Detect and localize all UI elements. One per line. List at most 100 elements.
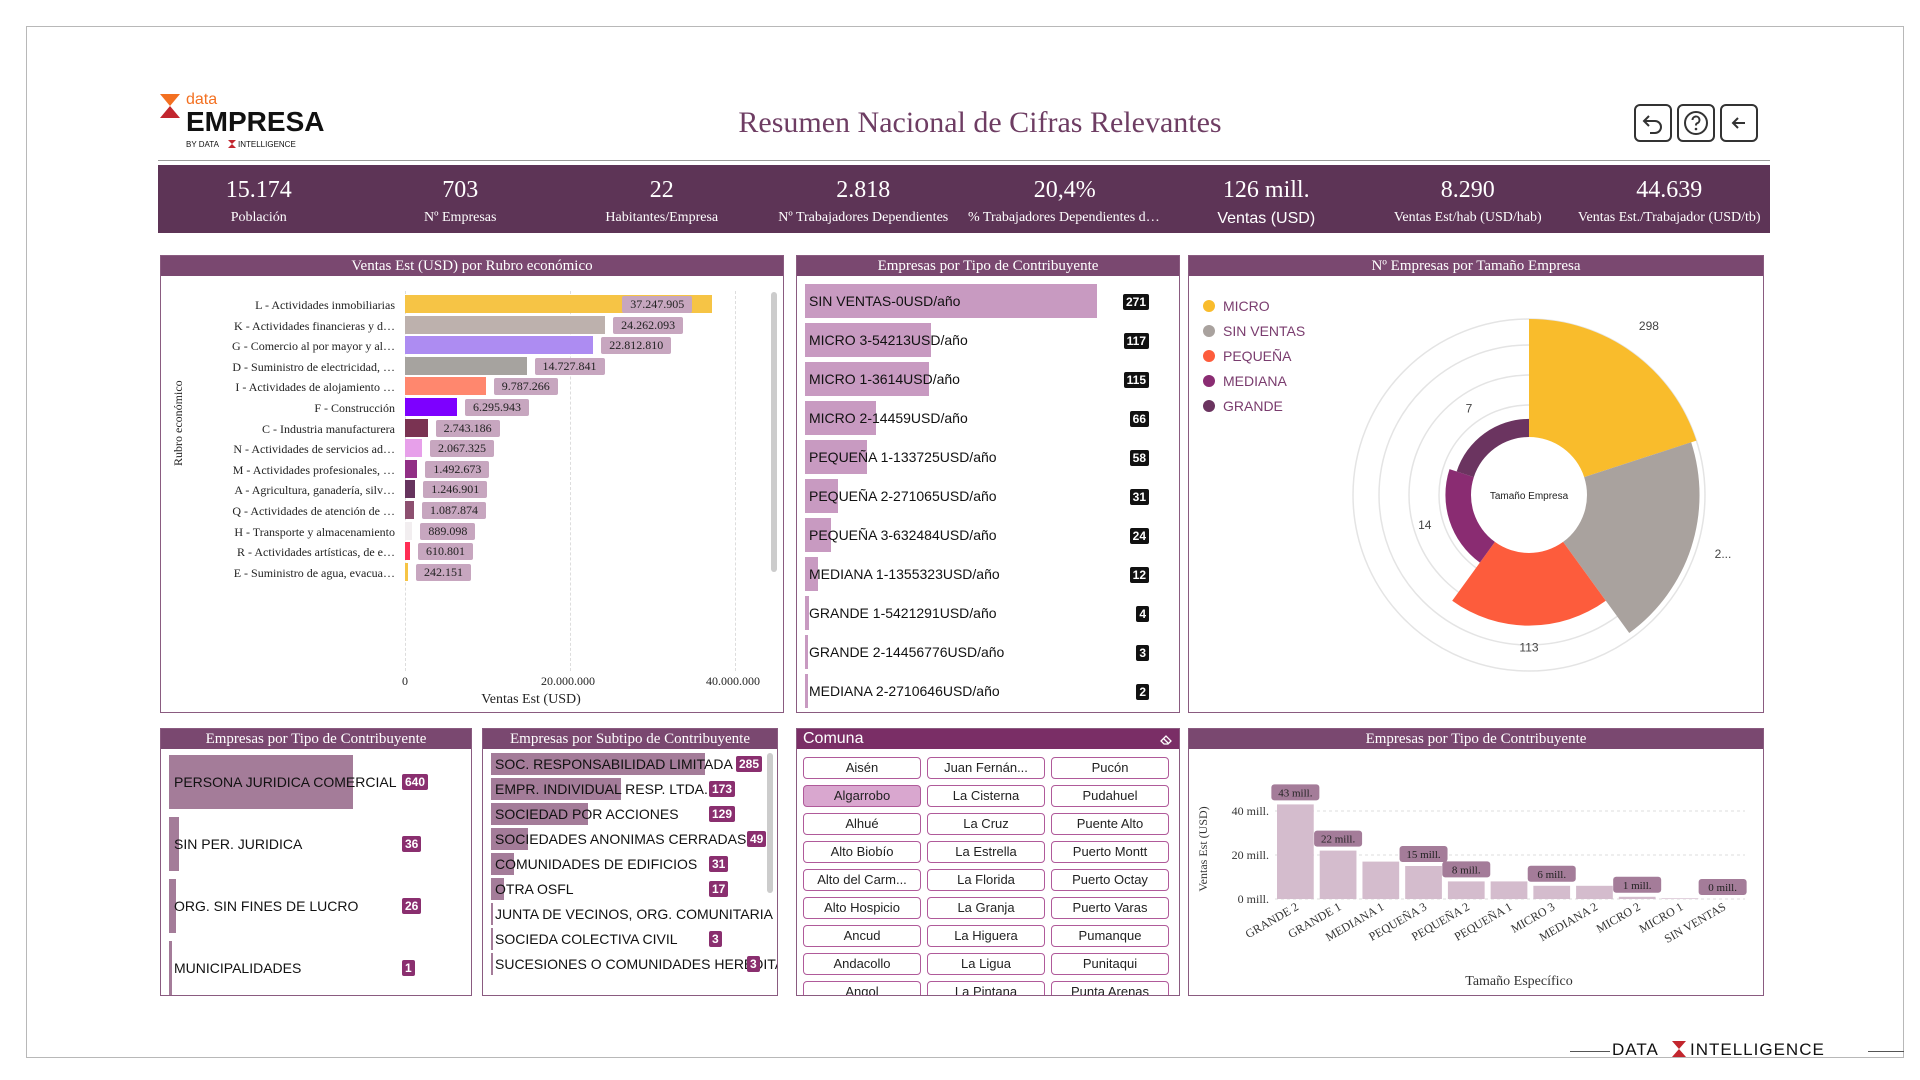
comuna-option[interactable]: La Cisterna <box>927 785 1045 807</box>
subtipo-row[interactable]: JUNTA DE VECINOS, ORG. COMUNITARIA <box>491 903 773 925</box>
rubro-row[interactable]: H - Transporte y almacenamiento 889.098 <box>161 521 781 543</box>
rubro-row[interactable]: E - Suministro de agua, evacua… 242.151 <box>161 562 781 584</box>
rubro-row[interactable]: K - Actividades financieras y d… 24.262.0… <box>161 315 781 337</box>
rubro-row[interactable]: F - Construcción 6.295.943 <box>161 397 781 419</box>
tipo-bar[interactable] <box>169 879 177 933</box>
comuna-option[interactable]: Puerto Octay <box>1051 869 1169 891</box>
comuna-option[interactable]: Alto Hospicio <box>803 897 921 919</box>
subtipo-bar[interactable] <box>491 878 504 900</box>
comuna-option[interactable]: Algarrobo <box>803 785 921 807</box>
subtipo-bar[interactable] <box>491 753 705 775</box>
subtipo-row[interactable]: SOCIEDAD POR ACCIONES 129 <box>491 803 761 825</box>
subtipo-bar[interactable] <box>491 953 494 975</box>
rubro-row[interactable]: G - Comercio al por mayor y al… 22.812.81… <box>161 335 781 357</box>
contribuyente-row[interactable]: MICRO 3-54213USD/año 117 <box>805 323 1165 357</box>
contribuyente-bar[interactable] <box>805 518 831 552</box>
subtipo-bar[interactable] <box>491 928 494 950</box>
contribuyente-bar[interactable] <box>805 635 809 669</box>
subtipo-row[interactable]: OTRA OSFL 17 <box>491 878 761 900</box>
scrollbar[interactable] <box>771 292 777 572</box>
rubro-row[interactable]: R - Actividades artísticas, de e… 610.801 <box>161 541 781 563</box>
comuna-option[interactable]: Punitaqui <box>1051 953 1169 975</box>
rubro-row[interactable]: A - Agricultura, ganadería, silv… 1.246.9… <box>161 479 781 501</box>
tipo-bar[interactable] <box>169 941 172 995</box>
subtipo-bar[interactable] <box>491 778 621 800</box>
comuna-option[interactable]: Puente Alto <box>1051 813 1169 835</box>
comuna-option[interactable]: La Cruz <box>927 813 1045 835</box>
comuna-option[interactable]: La Pintana <box>927 981 1045 995</box>
rubro-bar[interactable] <box>405 480 416 499</box>
comuna-option[interactable]: Puerto Varas <box>1051 897 1169 919</box>
rubro-bar[interactable] <box>405 418 428 437</box>
contribuyente-bar[interactable] <box>805 440 868 474</box>
contribuyente-bar[interactable] <box>805 323 932 357</box>
rubro-bar[interactable] <box>405 439 423 458</box>
comuna-option[interactable]: Pucón <box>1051 757 1169 779</box>
legend-item[interactable]: MICRO <box>1203 298 1270 314</box>
contribuyente-row[interactable]: MEDIANA 2-2710646USD/año 2 <box>805 674 1165 708</box>
subtipo-bar[interactable] <box>491 828 528 850</box>
rubro-row[interactable]: Q - Actividades de atención de … 1.087.87… <box>161 500 781 522</box>
comuna-option[interactable]: La Ligua <box>927 953 1045 975</box>
rubro-bar[interactable] <box>405 398 457 416</box>
contribuyente-bar[interactable] <box>805 362 929 396</box>
help-button[interactable] <box>1677 104 1715 142</box>
rubro-row[interactable]: I - Actividades de alojamiento … 9.787.26… <box>161 376 781 398</box>
legend-item[interactable]: PEQUEÑA <box>1203 348 1291 364</box>
comuna-option[interactable]: Pudahuel <box>1051 785 1169 807</box>
comuna-option[interactable]: Juan Fernán... <box>927 757 1045 779</box>
contribuyente-row[interactable]: GRANDE 1-5421291USD/año 4 <box>805 596 1165 630</box>
comuna-option[interactable]: La Higuera <box>927 925 1045 947</box>
legend-item[interactable]: MEDIANA <box>1203 373 1287 389</box>
contribuyente-row[interactable]: GRANDE 2-14456776USD/año 3 <box>805 635 1165 669</box>
comuna-option[interactable]: Andacollo <box>803 953 921 975</box>
rubro-row[interactable]: N - Actividades de servicios ad… 2.067.32… <box>161 438 781 460</box>
rubro-bar[interactable] <box>405 315 606 334</box>
tipo-row[interactable]: PERSONA JURIDICA COMERCIAL 640 <box>169 755 465 809</box>
subtipo-bar[interactable] <box>491 803 588 825</box>
rubro-bar[interactable] <box>405 377 486 396</box>
undo-button[interactable] <box>1634 104 1672 142</box>
rubro-bar[interactable] <box>405 459 418 478</box>
comuna-option[interactable]: Punta Arenas <box>1051 981 1169 995</box>
comuna-option[interactable]: Alto Biobío <box>803 841 921 863</box>
contribuyente-bar[interactable] <box>805 479 839 513</box>
comuna-option[interactable]: Ancud <box>803 925 921 947</box>
contribuyente-row[interactable]: PEQUEÑA 3-632484USD/año 24 <box>805 518 1165 552</box>
legend-item[interactable]: GRANDE <box>1203 398 1283 414</box>
rubro-bar[interactable] <box>405 336 594 355</box>
subtipo-row[interactable]: SOCIEDADES ANONIMAS CERRADAS 49 <box>491 828 767 850</box>
subtipo-bar[interactable] <box>491 903 493 925</box>
comuna-option[interactable]: Aisén <box>803 757 921 779</box>
tipo-row[interactable]: ORG. SIN FINES DE LUCRO 26 <box>169 879 465 933</box>
rubro-bar[interactable] <box>405 542 411 561</box>
rubro-row[interactable]: L - Actividades inmobiliarias 37.247.905 <box>161 294 781 316</box>
legend-item[interactable]: SIN VENTAS <box>1203 323 1305 339</box>
tipo-row[interactable]: SIN PER. JURIDICA 36 <box>169 817 465 871</box>
subtipo-row[interactable]: SOC. RESPONSABILIDAD LIMITADA 285 <box>491 753 763 775</box>
comuna-option[interactable]: La Florida <box>927 869 1045 891</box>
contribuyente-bar[interactable] <box>805 674 808 708</box>
scrollbar[interactable] <box>767 753 773 893</box>
comuna-option[interactable]: Alto del Carm... <box>803 869 921 891</box>
rubro-bar[interactable] <box>405 562 408 581</box>
contribuyente-bar[interactable] <box>805 401 877 435</box>
tipo-row[interactable]: MUNICIPALIDADES 1 <box>169 941 465 995</box>
subtipo-row[interactable]: COMUNIDADES DE EDIFICIOS 31 <box>491 853 761 875</box>
vertical-bar-chart[interactable]: 40 mill.20 mill.0 mill.43 mill.GRANDE 22… <box>1189 749 1764 995</box>
subtipo-row[interactable]: SUCESIONES O COMUNIDADES HEREDITARIAS3 <box>491 953 777 975</box>
comuna-option[interactable]: La Estrella <box>927 841 1045 863</box>
subtipo-row[interactable]: EMPR. INDIVIDUAL RESP. LTDA. 173 <box>491 778 761 800</box>
contribuyente-row[interactable]: PEQUEÑA 2-271065USD/año 31 <box>805 479 1165 513</box>
back-button[interactable] <box>1720 104 1758 142</box>
eraser-icon[interactable] <box>1159 732 1173 746</box>
contribuyente-row[interactable]: PEQUEÑA 1-133725USD/año 58 <box>805 440 1165 474</box>
rubro-row[interactable]: M - Actividades profesionales, … 1.492.67… <box>161 459 781 481</box>
contribuyente-bar[interactable] <box>805 557 818 591</box>
comuna-option[interactable]: Angol <box>803 981 921 995</box>
comuna-option[interactable]: Pumanque <box>1051 925 1169 947</box>
tipo-bar[interactable] <box>169 817 180 871</box>
contribuyente-bar[interactable] <box>805 284 1097 318</box>
contribuyente-row[interactable]: MICRO 2-14459USD/año 66 <box>805 401 1165 435</box>
comuna-option[interactable]: Alhué <box>803 813 921 835</box>
